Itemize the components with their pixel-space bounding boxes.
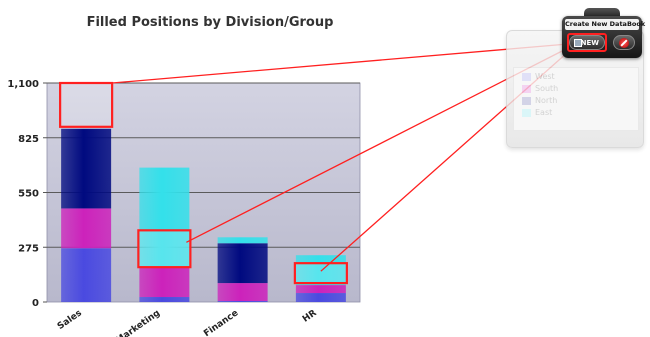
y-tick-label: 550 [18, 189, 39, 200]
connector-line [112, 43, 569, 84]
bar-segment-finance-0[interactable] [217, 301, 268, 302]
y-tick-label: 1,100 [7, 79, 39, 90]
bar-segment-finance-1[interactable] [217, 283, 268, 302]
new-databook-button[interactable]: NEW [569, 35, 605, 50]
legend-swatch [522, 108, 531, 117]
bar-segment-sales-0[interactable] [61, 248, 112, 302]
legend-item-north: North [522, 96, 557, 106]
highlight-box-marketing [137, 229, 192, 269]
legend-label: East [535, 108, 553, 117]
bar-segment-finance-2[interactable] [217, 243, 268, 284]
legend-item-west: West [522, 72, 555, 82]
databook-icon [574, 39, 582, 47]
legend-label: West [535, 72, 555, 81]
delete-databook-button[interactable] [613, 35, 635, 50]
legend-label: North [535, 96, 558, 105]
bar-segment-hr-1[interactable] [295, 285, 346, 294]
databook-widget: Create New DataBook NEW [562, 8, 646, 58]
highlight-box-sales [59, 81, 114, 128]
chart-title: Filled Positions by Division/Group [87, 15, 334, 30]
bar-segment-sales-2[interactable] [61, 128, 112, 209]
bar-segment-hr-0[interactable] [295, 293, 346, 302]
legend-swatch [522, 96, 531, 105]
x-tick-label: HR [301, 308, 319, 325]
legend-swatch [522, 72, 531, 81]
delete-icon [619, 38, 629, 48]
bar-segment-sales-1[interactable] [61, 208, 112, 249]
bar-segment-marketing-0[interactable] [139, 297, 190, 302]
connector-line [186, 47, 569, 243]
highlight-box-hr [293, 262, 348, 285]
panel-legend-box: West South North East [513, 67, 639, 131]
legend-item-east: East [522, 108, 552, 118]
bar-segment-hr-3[interactable] [295, 255, 346, 286]
y-tick-label: 825 [18, 134, 39, 145]
bar-segment-finance-3[interactable] [217, 237, 268, 244]
bar-segment-marketing-3[interactable] [139, 167, 190, 268]
databook-title: Create New DataBook [565, 19, 646, 30]
x-tick-label: Sales [56, 308, 84, 332]
legend-label: South [535, 84, 559, 93]
new-button-label: NEW [580, 39, 599, 47]
legend-swatch [522, 84, 531, 93]
y-tick-label: 275 [18, 243, 39, 254]
legend-item-south: South [522, 84, 558, 94]
y-tick-label: 0 [32, 298, 39, 309]
new-button-highlight [567, 33, 607, 52]
databook-tab [584, 8, 620, 18]
x-tick-label: Finance [202, 308, 240, 337]
x-tick-label: Marketing [114, 308, 162, 337]
bar-segment-marketing-1[interactable] [139, 267, 190, 298]
